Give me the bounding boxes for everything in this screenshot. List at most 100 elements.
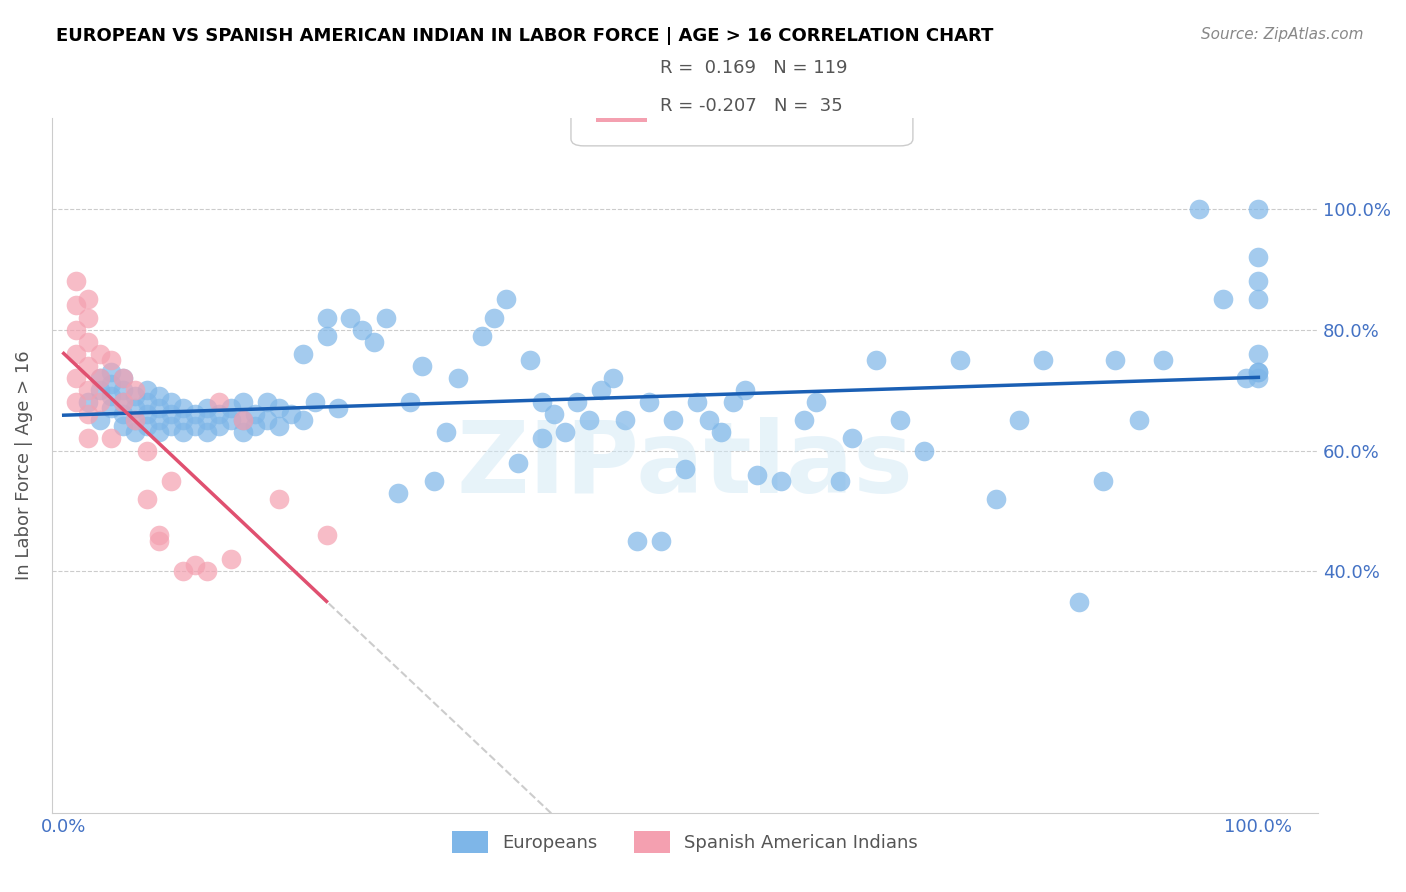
- Point: [830, 474, 852, 488]
- Point: [1247, 274, 1270, 288]
- Point: [1008, 413, 1031, 427]
- Point: [984, 491, 1007, 506]
- Point: [602, 371, 624, 385]
- Point: [734, 383, 756, 397]
- Point: [447, 371, 470, 385]
- Point: [232, 395, 254, 409]
- Point: [148, 401, 170, 416]
- Point: [148, 413, 170, 427]
- Point: [243, 419, 266, 434]
- Point: [591, 383, 613, 397]
- Point: [100, 352, 122, 367]
- Point: [1247, 365, 1270, 379]
- Point: [76, 310, 98, 325]
- Point: [530, 432, 553, 446]
- Point: [399, 395, 422, 409]
- Point: [184, 407, 207, 421]
- Point: [291, 413, 314, 427]
- Point: [232, 413, 254, 427]
- Point: [136, 491, 159, 506]
- Point: [172, 425, 194, 440]
- Point: [721, 395, 744, 409]
- Point: [219, 413, 242, 427]
- Point: [411, 359, 433, 373]
- Point: [160, 395, 183, 409]
- Point: [208, 395, 231, 409]
- Point: [626, 534, 648, 549]
- Point: [387, 486, 409, 500]
- Point: [543, 407, 565, 421]
- Point: [195, 401, 218, 416]
- Point: [65, 395, 87, 409]
- Point: [124, 425, 146, 440]
- Point: [1069, 595, 1091, 609]
- Point: [243, 407, 266, 421]
- Point: [112, 395, 135, 409]
- Point: [89, 383, 111, 397]
- Point: [89, 371, 111, 385]
- Point: [315, 528, 337, 542]
- Point: [184, 558, 207, 573]
- Point: [662, 413, 685, 427]
- Point: [865, 352, 887, 367]
- Point: [232, 425, 254, 440]
- Point: [530, 395, 553, 409]
- Point: [184, 419, 207, 434]
- Point: [136, 407, 159, 421]
- Point: [232, 413, 254, 427]
- Point: [949, 352, 972, 367]
- Point: [1247, 202, 1270, 216]
- Point: [172, 413, 194, 427]
- Point: [1236, 371, 1258, 385]
- Point: [697, 413, 720, 427]
- Point: [124, 413, 146, 427]
- Point: [745, 467, 768, 482]
- Point: [256, 413, 278, 427]
- Point: [100, 401, 122, 416]
- Point: [136, 443, 159, 458]
- Point: [363, 334, 385, 349]
- Point: [614, 413, 637, 427]
- Point: [256, 395, 278, 409]
- Point: [1104, 352, 1126, 367]
- Point: [76, 383, 98, 397]
- Point: [304, 395, 326, 409]
- Point: [841, 432, 863, 446]
- Point: [89, 347, 111, 361]
- Point: [65, 347, 87, 361]
- Point: [112, 371, 135, 385]
- Point: [172, 565, 194, 579]
- Point: [76, 432, 98, 446]
- Text: EUROPEAN VS SPANISH AMERICAN INDIAN IN LABOR FORCE | AGE > 16 CORRELATION CHART: EUROPEAN VS SPANISH AMERICAN INDIAN IN L…: [56, 27, 994, 45]
- Point: [172, 401, 194, 416]
- Point: [100, 377, 122, 392]
- Point: [76, 407, 98, 421]
- Text: R =  0.169   N = 119: R = 0.169 N = 119: [659, 59, 848, 77]
- Point: [1212, 293, 1234, 307]
- Point: [1092, 474, 1115, 488]
- Point: [554, 425, 576, 440]
- FancyBboxPatch shape: [571, 48, 912, 146]
- Point: [506, 456, 529, 470]
- Point: [148, 534, 170, 549]
- Point: [686, 395, 709, 409]
- Point: [567, 395, 589, 409]
- Point: [1128, 413, 1150, 427]
- Point: [112, 395, 135, 409]
- Point: [112, 371, 135, 385]
- Point: [89, 413, 111, 427]
- Point: [267, 419, 290, 434]
- Point: [136, 419, 159, 434]
- Point: [471, 328, 494, 343]
- Point: [291, 347, 314, 361]
- Point: [76, 395, 98, 409]
- Point: [315, 310, 337, 325]
- Point: [495, 293, 517, 307]
- Point: [136, 383, 159, 397]
- Point: [519, 352, 541, 367]
- Point: [160, 474, 183, 488]
- Point: [673, 461, 696, 475]
- Point: [793, 413, 815, 427]
- Point: [112, 383, 135, 397]
- Point: [1032, 352, 1054, 367]
